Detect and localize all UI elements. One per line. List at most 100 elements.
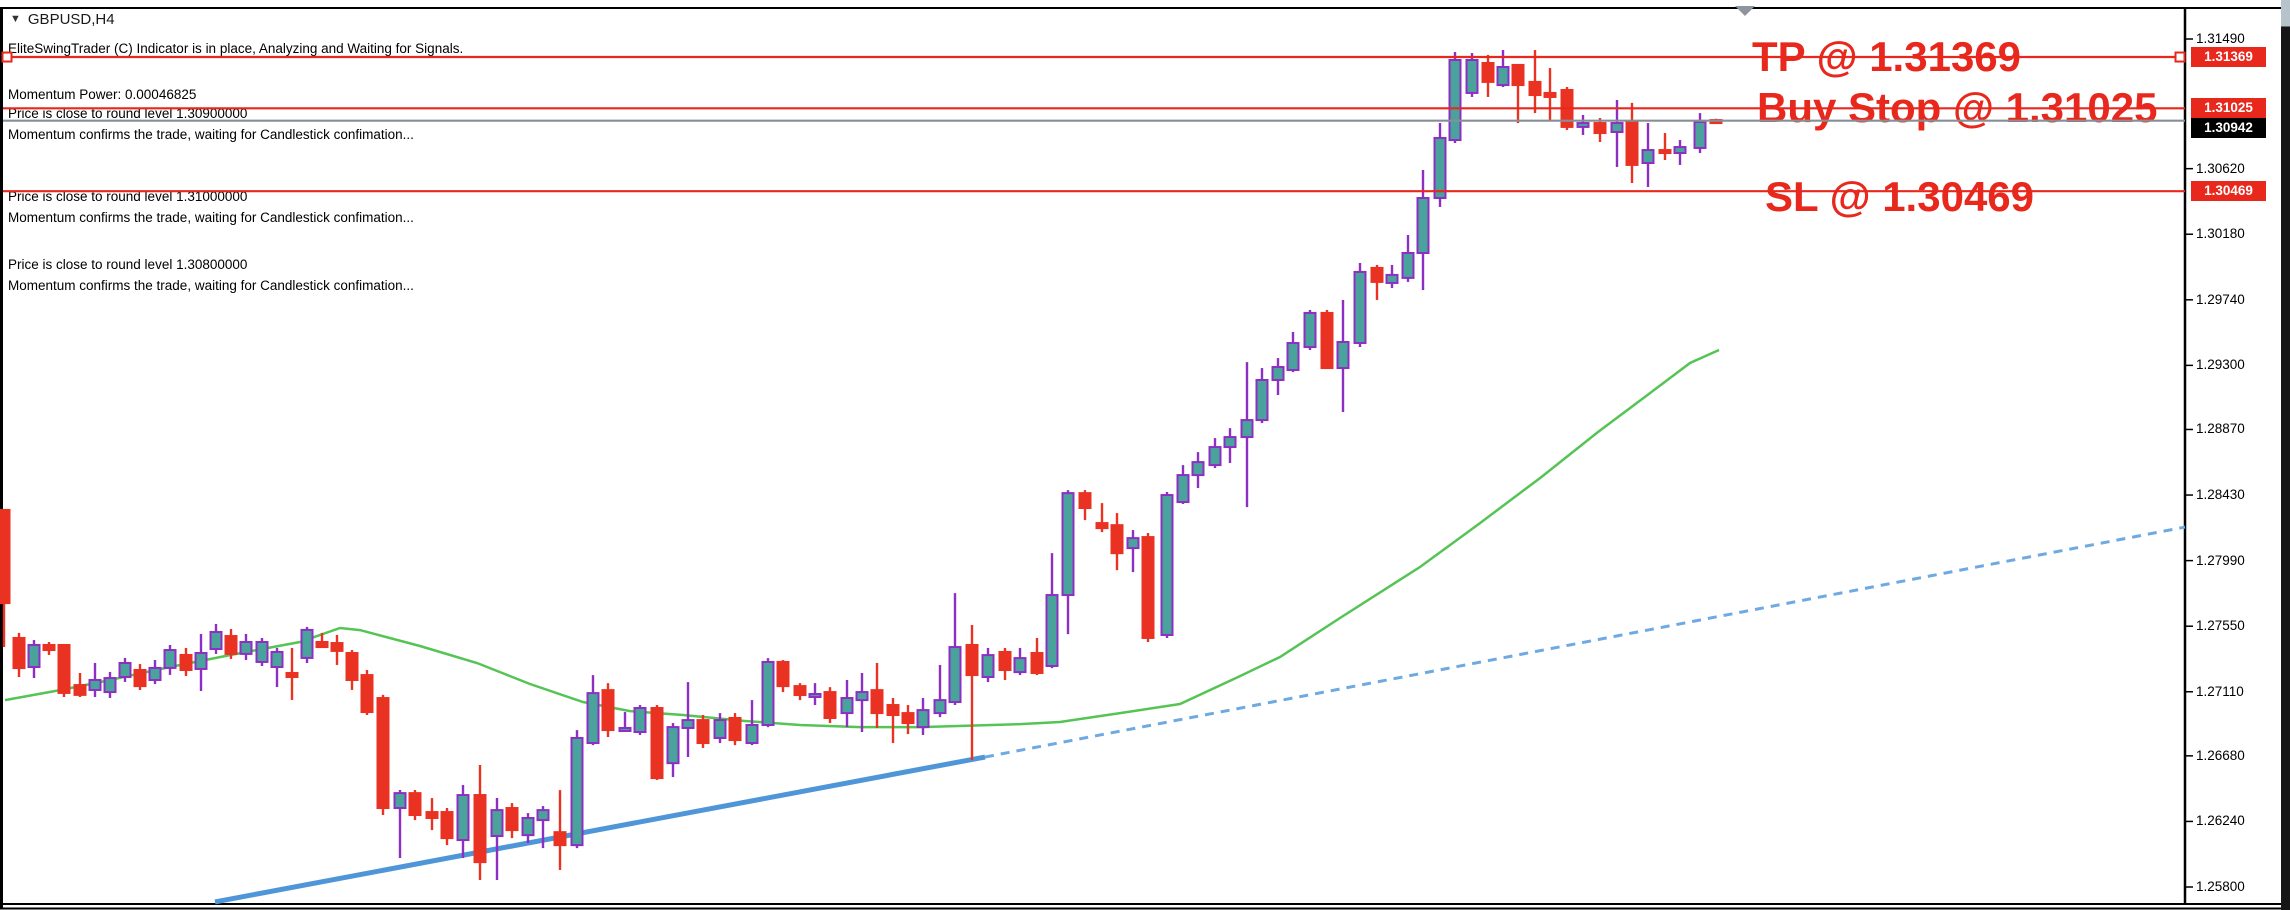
candle-bullish	[1013, 657, 1027, 674]
candle-bearish	[42, 643, 56, 652]
candle-bearish	[1030, 652, 1044, 674]
candle-bullish	[1336, 340, 1350, 370]
candle-bullish	[209, 631, 223, 650]
candle-bullish	[1433, 136, 1447, 200]
candle-bullish	[633, 707, 647, 734]
candle-bearish	[179, 653, 193, 672]
candle-bearish	[1511, 63, 1525, 87]
down-triangle-marker	[1735, 6, 1755, 16]
candle-bearish	[360, 674, 374, 714]
trendline-solid[interactable]	[214, 754, 986, 905]
candle-bearish	[793, 685, 807, 697]
candle-bullish	[255, 640, 269, 663]
candle-bullish	[521, 816, 535, 837]
candle-bullish	[1465, 59, 1479, 94]
candle-bullish	[1496, 66, 1510, 87]
indicator-message: EliteSwingTrader (C) Indicator is in pla…	[8, 41, 464, 56]
indicator-message: Momentum Power: 0.00046825	[8, 87, 197, 102]
candle-bearish	[1078, 492, 1092, 510]
candle-bearish	[1658, 149, 1672, 155]
candle-bullish	[1286, 342, 1300, 372]
candle-bearish	[965, 643, 979, 677]
candle-bearish	[1110, 524, 1124, 555]
candle-bullish	[948, 646, 962, 704]
candle-bullish	[148, 666, 162, 681]
candle-bullish	[1176, 474, 1190, 504]
candle-bullish	[393, 792, 407, 810]
line-handle[interactable]	[1, 51, 13, 63]
candle-bullish	[1385, 273, 1399, 284]
candle-bullish	[239, 640, 253, 655]
candle-bullish	[270, 650, 284, 669]
candle-bearish	[345, 652, 359, 681]
ma-green-line	[4, 348, 1720, 729]
candle-bearish	[1370, 266, 1384, 283]
candle-bullish	[118, 662, 132, 679]
candle-bearish	[315, 640, 329, 649]
candle-bearish	[728, 716, 742, 742]
candle-bullish	[855, 691, 869, 702]
candle-bearish	[133, 669, 147, 688]
candle-bullish	[103, 677, 117, 694]
candle-bullish	[1416, 197, 1430, 255]
symbol-label: GBPUSD,H4	[27, 11, 115, 28]
candle-bullish	[761, 660, 775, 727]
candle-bullish	[1353, 270, 1367, 345]
candle-bullish	[1271, 366, 1285, 381]
candle-bullish	[1061, 492, 1075, 597]
indicator-message: Price is close to round level 1.31000000	[8, 189, 248, 204]
scrollbar-thumb[interactable]	[2281, 0, 2290, 27]
candle-bearish	[425, 811, 439, 819]
candle-bearish	[823, 691, 837, 719]
candle-bearish	[376, 697, 390, 810]
candle-bullish	[194, 652, 208, 670]
candle-bearish	[285, 671, 299, 679]
candle-bullish	[1191, 461, 1205, 477]
symbol-dropdown[interactable]: ▼ GBPUSD,H4	[10, 11, 115, 28]
candle-bearish	[1593, 122, 1607, 135]
candle-bearish	[440, 811, 454, 840]
candle-bullish	[1208, 446, 1222, 467]
candle-bearish	[473, 794, 487, 864]
candle-bullish	[666, 726, 680, 765]
candle-bearish	[886, 704, 900, 717]
candle-bullish	[981, 654, 995, 679]
candle-bullish	[1610, 122, 1624, 133]
candle-bearish	[601, 689, 615, 732]
candle-bullish	[536, 809, 550, 822]
candle-bullish	[586, 692, 600, 745]
candle-bearish	[650, 707, 664, 780]
candle-bullish	[300, 628, 314, 659]
candle-bullish	[808, 693, 822, 699]
candle-bearish	[1543, 91, 1557, 98]
candle-bullish	[1303, 311, 1317, 349]
candle-bearish	[1481, 61, 1495, 83]
line-handle[interactable]	[2174, 51, 2186, 63]
candle-bearish	[696, 719, 710, 745]
indicator-message: Price is close to round level 1.30800000	[8, 257, 248, 272]
candle-bullish	[713, 719, 727, 739]
candle-bullish	[1576, 122, 1590, 128]
indicator-message: Momentum confirms the trade, waiting for…	[8, 127, 414, 142]
candle-bearish	[505, 807, 519, 832]
chart-left-border	[0, 8, 3, 908]
trendline-dashed[interactable]	[984, 525, 2186, 759]
candle-bearish	[1141, 536, 1155, 639]
candle-bearish	[73, 684, 87, 696]
candle-bearish	[998, 650, 1012, 672]
scrollbar-track[interactable]	[2281, 0, 2290, 910]
candle-bearish	[12, 636, 26, 670]
candle-bearish	[0, 508, 11, 605]
candle-bearish	[870, 689, 884, 715]
candle-bullish	[1223, 436, 1237, 449]
candle-bullish	[1401, 252, 1415, 279]
candle-bearish	[901, 712, 915, 725]
candle-bullish	[1641, 149, 1655, 164]
candle-bullish	[1126, 537, 1140, 550]
candle-bearish	[1095, 522, 1109, 530]
candle-bullish	[916, 709, 930, 729]
candle-bullish	[490, 809, 504, 838]
candle-bullish	[933, 699, 947, 715]
